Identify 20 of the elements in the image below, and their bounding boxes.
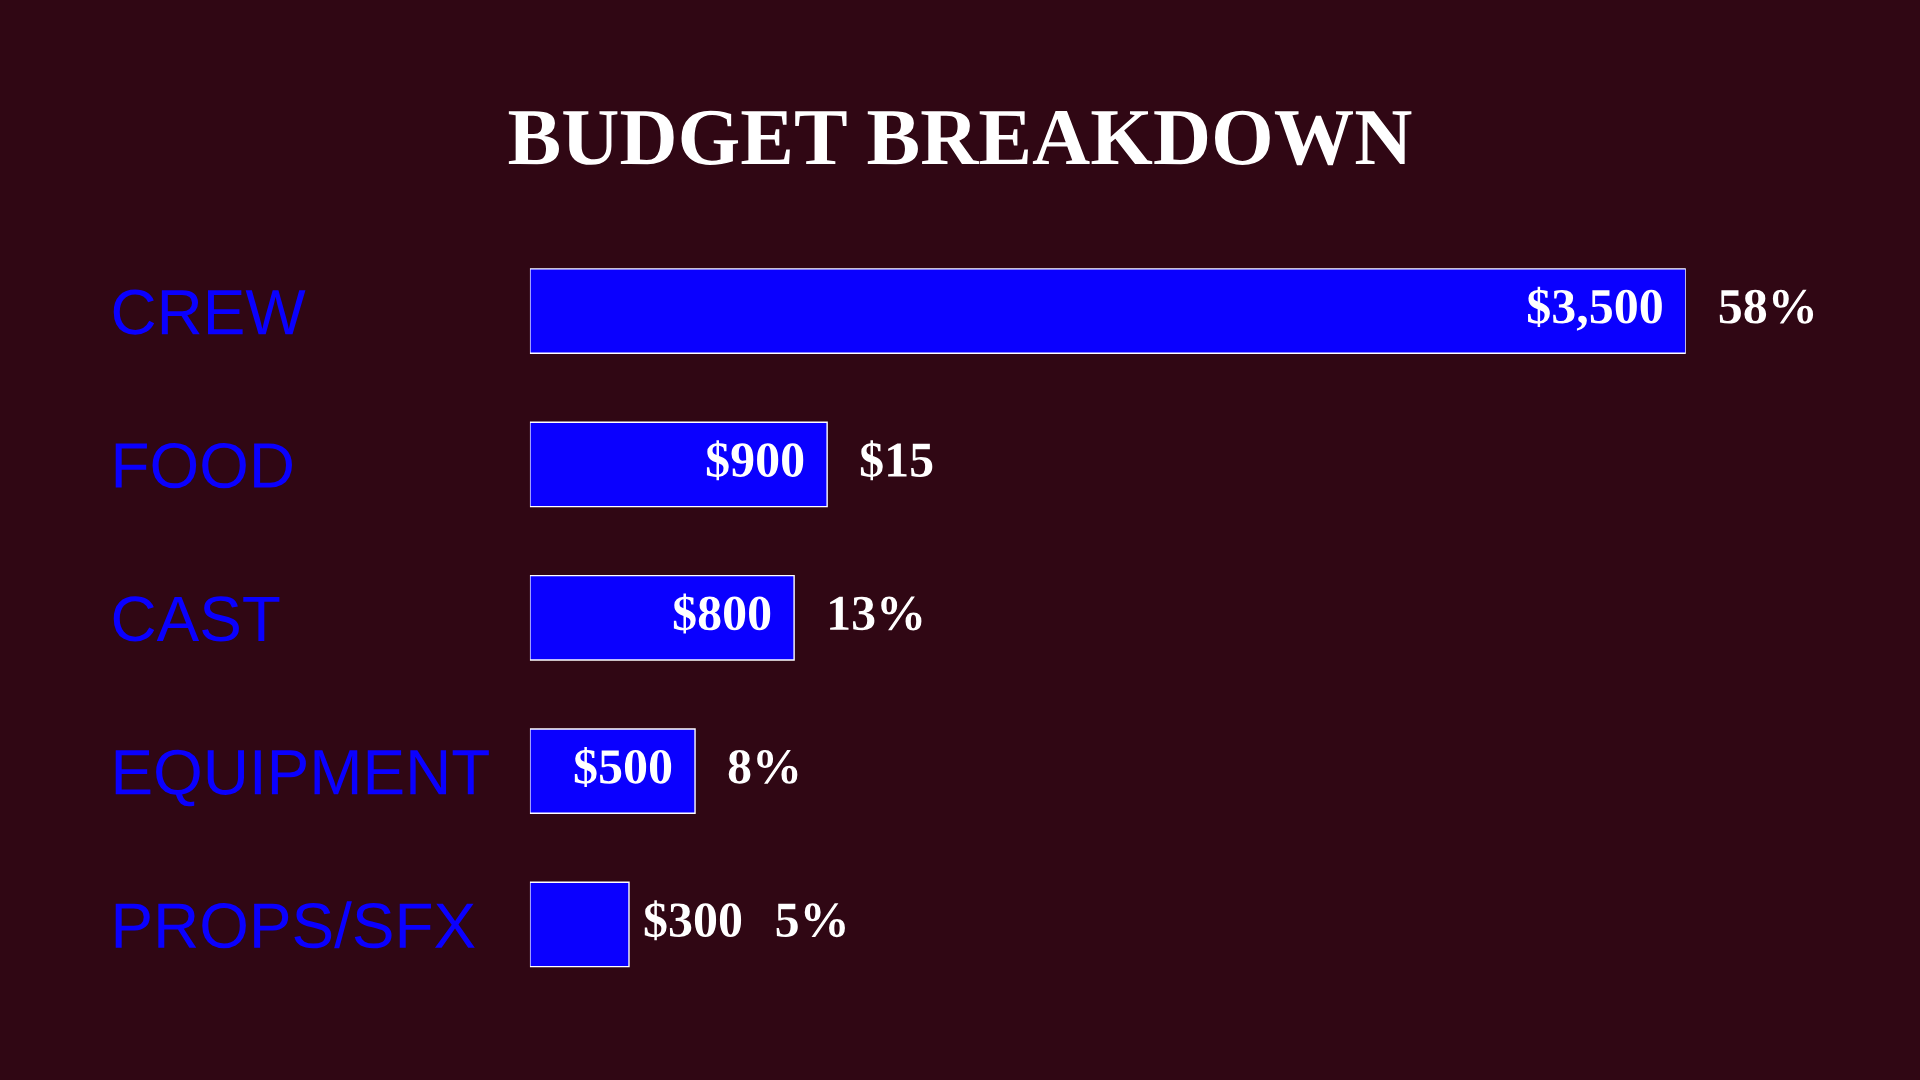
annotation: 5%	[776, 903, 845, 938]
y-tick-label: CAST	[113, 596, 280, 642]
y-tick-label: PROPS/SFX	[115, 901, 475, 949]
annotation: 13%	[830, 596, 922, 631]
bar	[529, 421, 828, 508]
y-tick-label: FOOD	[115, 442, 292, 489]
data-label: $900	[706, 440, 804, 481]
chart-title: BUDGET BREAKDOWN	[508, 110, 1412, 166]
data-label: $300	[644, 900, 742, 941]
annotation: 8%	[728, 749, 798, 784]
annotation: 58%	[1719, 289, 1814, 324]
y-tick-label: CREW	[113, 289, 306, 335]
data-label: $800	[673, 593, 771, 634]
bar	[529, 881, 630, 968]
bar	[529, 574, 795, 661]
data-label: $3,500	[1528, 286, 1662, 331]
annotation: $15	[860, 440, 933, 481]
data-label: $500	[574, 746, 672, 787]
y-tick-label: EQUIPMENT	[115, 749, 489, 807]
bar	[529, 268, 1686, 354]
